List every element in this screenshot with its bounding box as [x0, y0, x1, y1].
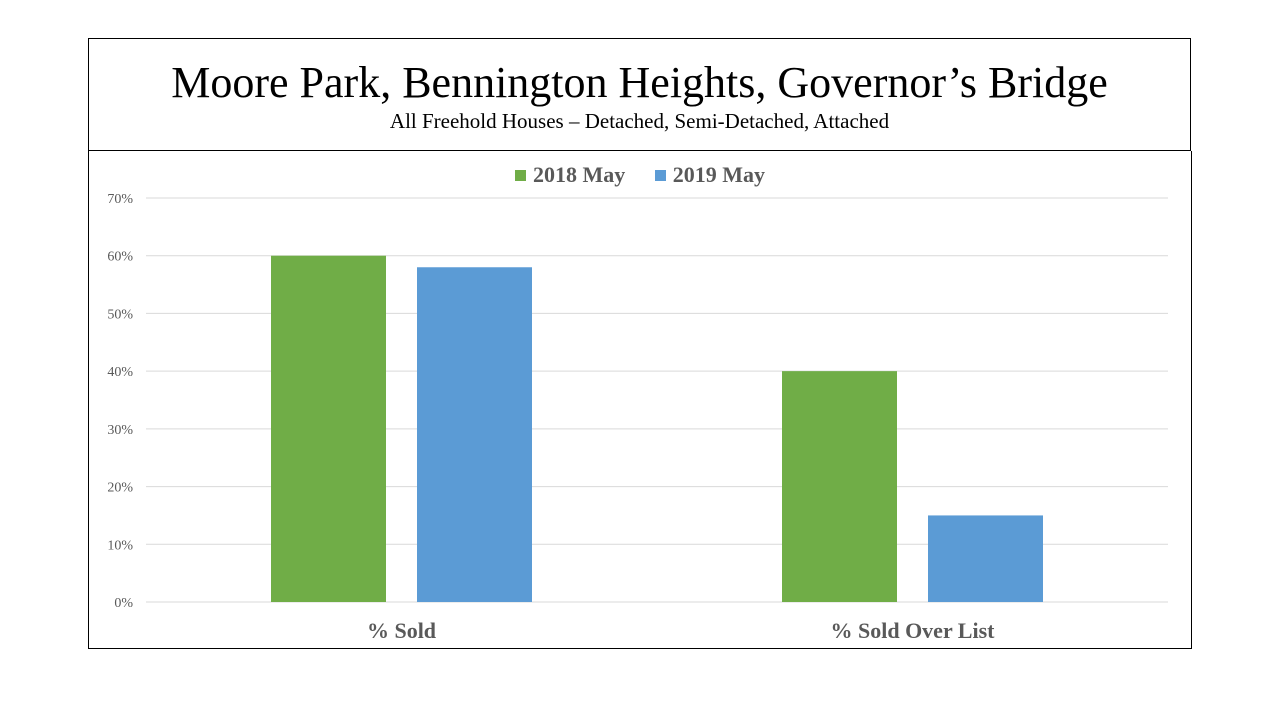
legend-swatch-2018 [514, 170, 526, 181]
chart-title: Moore Park, Bennington Heights, Governor… [171, 58, 1108, 107]
y-tick-label: 60% [107, 250, 133, 265]
title-box: Moore Park, Bennington Heights, Governor… [88, 38, 1191, 151]
legend-item-2019: 2019 May [654, 162, 766, 188]
bar [928, 515, 1043, 602]
legend-swatch-2019 [654, 170, 666, 181]
x-category-label: % Sold Over List [830, 618, 995, 643]
x-category-label: % Sold [367, 618, 436, 643]
y-tick-label: 40% [107, 365, 133, 380]
chart-subtitle: All Freehold Houses – Detached, Semi-Det… [389, 109, 890, 133]
legend-label-2018: 2018 May [532, 162, 626, 187]
bar [271, 255, 386, 602]
y-tick-label: 50% [107, 307, 133, 322]
y-tick-label: 70% [107, 192, 133, 207]
y-tick-label: 10% [107, 538, 133, 553]
bar [782, 371, 897, 602]
chart-legend: 2018 May 2019 May [0, 162, 1280, 188]
y-tick-label: 20% [107, 481, 133, 496]
y-tick-label: 30% [107, 423, 133, 438]
y-tick-label: 0% [114, 596, 133, 611]
legend-item-2018: 2018 May [514, 162, 626, 188]
bar [417, 267, 532, 602]
legend-label-2019: 2019 May [672, 162, 766, 187]
